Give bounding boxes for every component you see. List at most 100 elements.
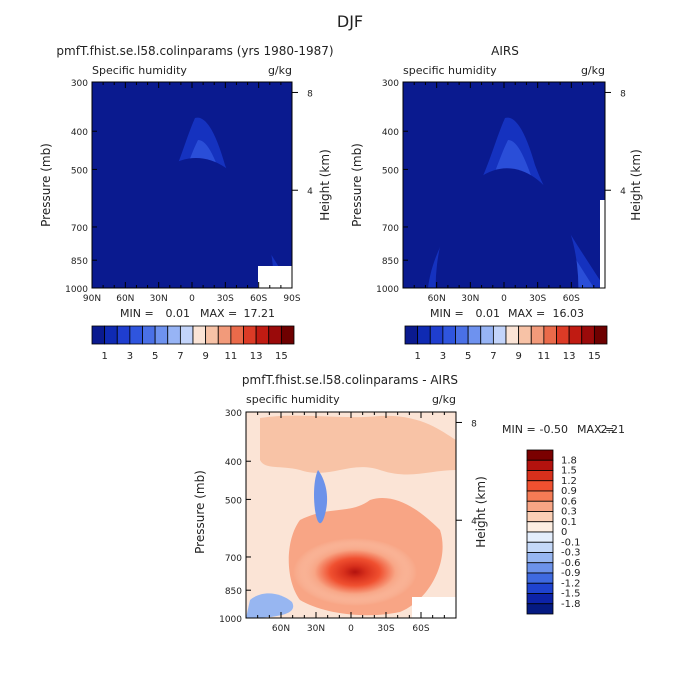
model-right-axis-title: Height (km) bbox=[318, 149, 332, 220]
cbar-model-swatch bbox=[154, 325, 169, 345]
colorbar-diff-label: -1.2 bbox=[561, 578, 581, 589]
obs-y-axis-title: Pressure (mb) bbox=[350, 143, 364, 227]
colorbar-diff-swatch bbox=[526, 500, 554, 512]
model-x-tick-label: 0 bbox=[189, 294, 195, 304]
diff-field-moist-bias-core bbox=[293, 538, 417, 606]
cbar-model-label: 5 bbox=[152, 351, 158, 362]
cbar-model-swatch bbox=[167, 325, 181, 345]
model-y-axis: 300 400 500 700 850 1000 bbox=[65, 79, 97, 295]
diff-field-dry-bias-upper bbox=[314, 470, 328, 524]
cbar-obs-label: 1 bbox=[414, 351, 420, 362]
cbar-model-label: 7 bbox=[177, 351, 183, 362]
cbar-obs-swatch bbox=[543, 325, 557, 345]
panel-diff: pmfT.fhist.se.l58.colinparams - AIRS spe… bbox=[193, 373, 625, 634]
cbar-obs-swatch bbox=[568, 325, 583, 345]
colorbar-diff-label: -0.3 bbox=[561, 548, 581, 559]
colorbar-obs: 1 3 5 7 9 11 13 15 bbox=[404, 325, 608, 362]
obs-y-tick-label: 1000 bbox=[376, 285, 399, 295]
colorbar-diff-label: 0 bbox=[561, 527, 567, 538]
obs-x-tick-label: 60S bbox=[563, 294, 580, 304]
obs-max-label: MAX = bbox=[508, 307, 545, 320]
figure-title: DJF bbox=[337, 12, 363, 31]
cbar-obs-swatch bbox=[467, 325, 482, 345]
diff-variable-label: specific humidity bbox=[246, 393, 340, 406]
colorbar-diff-label: 0.1 bbox=[561, 517, 577, 528]
diff-right-tick-label: 8 bbox=[471, 419, 477, 429]
obs-x-tick-label: 30N bbox=[461, 294, 479, 304]
model-x-tick-label: 90N bbox=[83, 294, 101, 304]
model-y-tick-label: 700 bbox=[71, 224, 88, 234]
cbar-model-swatch bbox=[91, 325, 106, 345]
cbar-model-swatch bbox=[280, 325, 295, 345]
model-x-tick-label: 30S bbox=[217, 294, 234, 304]
cbar-model-swatch bbox=[243, 325, 257, 345]
cbar-obs-label: 11 bbox=[538, 351, 551, 362]
diff-y-axis: 300 400 500 700 850 1000 bbox=[219, 409, 251, 625]
model-y-axis-title: Pressure (mb) bbox=[39, 143, 53, 227]
colorbar-diff-swatch bbox=[526, 582, 554, 594]
obs-min-label: MIN = bbox=[430, 307, 464, 320]
colorbar-diff-swatch bbox=[526, 562, 554, 574]
diff-units-label: g/kg bbox=[432, 393, 456, 406]
cbar-model-label: 3 bbox=[127, 351, 133, 362]
cbar-model-swatch bbox=[205, 325, 219, 345]
cbar-model-swatch bbox=[192, 325, 207, 345]
model-max-value: 17.21 bbox=[244, 307, 276, 320]
obs-x-tick-label: 30S bbox=[529, 294, 546, 304]
model-variable-label: Specific humidity bbox=[92, 64, 187, 77]
model-field-missing-data bbox=[258, 266, 292, 288]
diff-y-tick-label: 700 bbox=[225, 554, 242, 564]
colorbar-diff-label: -0.1 bbox=[561, 537, 581, 548]
colorbar-diff-label: -0.9 bbox=[561, 568, 581, 579]
cbar-model-label: 1 bbox=[101, 351, 107, 362]
cbar-model-swatch bbox=[142, 325, 156, 345]
diff-title: pmfT.fhist.se.l58.colinparams - AIRS bbox=[242, 373, 458, 387]
obs-x-axis: 60N 30N 0 30S 60S bbox=[402, 82, 606, 304]
cbar-model-swatch bbox=[179, 325, 194, 345]
diff-right-tick-label: 4 bbox=[471, 517, 477, 527]
model-x-tick-label: 60N bbox=[116, 294, 134, 304]
model-x-tick-label: 90S bbox=[283, 294, 300, 304]
cbar-obs-swatch bbox=[581, 325, 595, 345]
cbar-obs-swatch bbox=[530, 325, 545, 345]
panel-model: pmfT.fhist.se.l58.colinparams (yrs 1980-… bbox=[39, 44, 334, 320]
cbar-obs-swatch bbox=[455, 325, 469, 345]
diff-field bbox=[246, 412, 456, 618]
colorbar-diff-swatch bbox=[526, 449, 554, 461]
diff-max-label: MAX = bbox=[577, 423, 614, 436]
cbar-model-swatch bbox=[268, 325, 282, 345]
colorbar-diff-swatch bbox=[526, 511, 554, 523]
cbar-model-label: 11 bbox=[225, 351, 238, 362]
obs-y-axis: 300 400 500 700 850 1000 bbox=[376, 79, 408, 295]
cbar-model-swatch bbox=[129, 325, 143, 345]
cbar-obs-swatch bbox=[505, 325, 520, 345]
obs-max-value: 16.03 bbox=[553, 307, 585, 320]
obs-right-tick-label: 8 bbox=[620, 89, 626, 99]
model-y-tick-label: 850 bbox=[71, 257, 88, 267]
cbar-model-label: 9 bbox=[202, 351, 208, 362]
model-right-tick-label: 8 bbox=[307, 89, 313, 99]
cbar-model-label: 13 bbox=[250, 351, 263, 362]
diff-x-axis: 60N 30N 0 30S 60S bbox=[245, 412, 457, 634]
obs-units-label: g/kg bbox=[581, 64, 605, 77]
model-title: pmfT.fhist.se.l58.colinparams (yrs 1980-… bbox=[56, 44, 333, 58]
colorbar-diff-swatch bbox=[526, 603, 554, 615]
colorbar-diff-label: 0.9 bbox=[561, 486, 577, 497]
diff-y-tick-label: 850 bbox=[225, 587, 242, 597]
diff-min-value: -0.50 bbox=[540, 423, 568, 436]
colorbar-diff-swatch bbox=[526, 521, 554, 533]
colorbar-diff-label: -0.6 bbox=[561, 558, 581, 569]
diff-field-missing-data bbox=[412, 597, 456, 618]
cbar-obs-label: 13 bbox=[563, 351, 576, 362]
model-min-label: MIN = bbox=[120, 307, 154, 320]
obs-y-tick-label: 400 bbox=[382, 128, 399, 138]
colorbar-diff-swatch bbox=[526, 470, 554, 482]
diff-y-tick-label: 300 bbox=[225, 409, 242, 419]
cbar-obs-swatch bbox=[404, 325, 419, 345]
diff-y-axis-title: Pressure (mb) bbox=[193, 470, 207, 554]
model-x-axis: 90N 60N 30N 0 30S 60S 90S bbox=[83, 82, 301, 304]
cbar-obs-swatch bbox=[492, 325, 507, 345]
cbar-model-swatch bbox=[255, 325, 270, 345]
cbar-obs-swatch bbox=[442, 325, 456, 345]
obs-field-moist-core bbox=[435, 168, 579, 288]
